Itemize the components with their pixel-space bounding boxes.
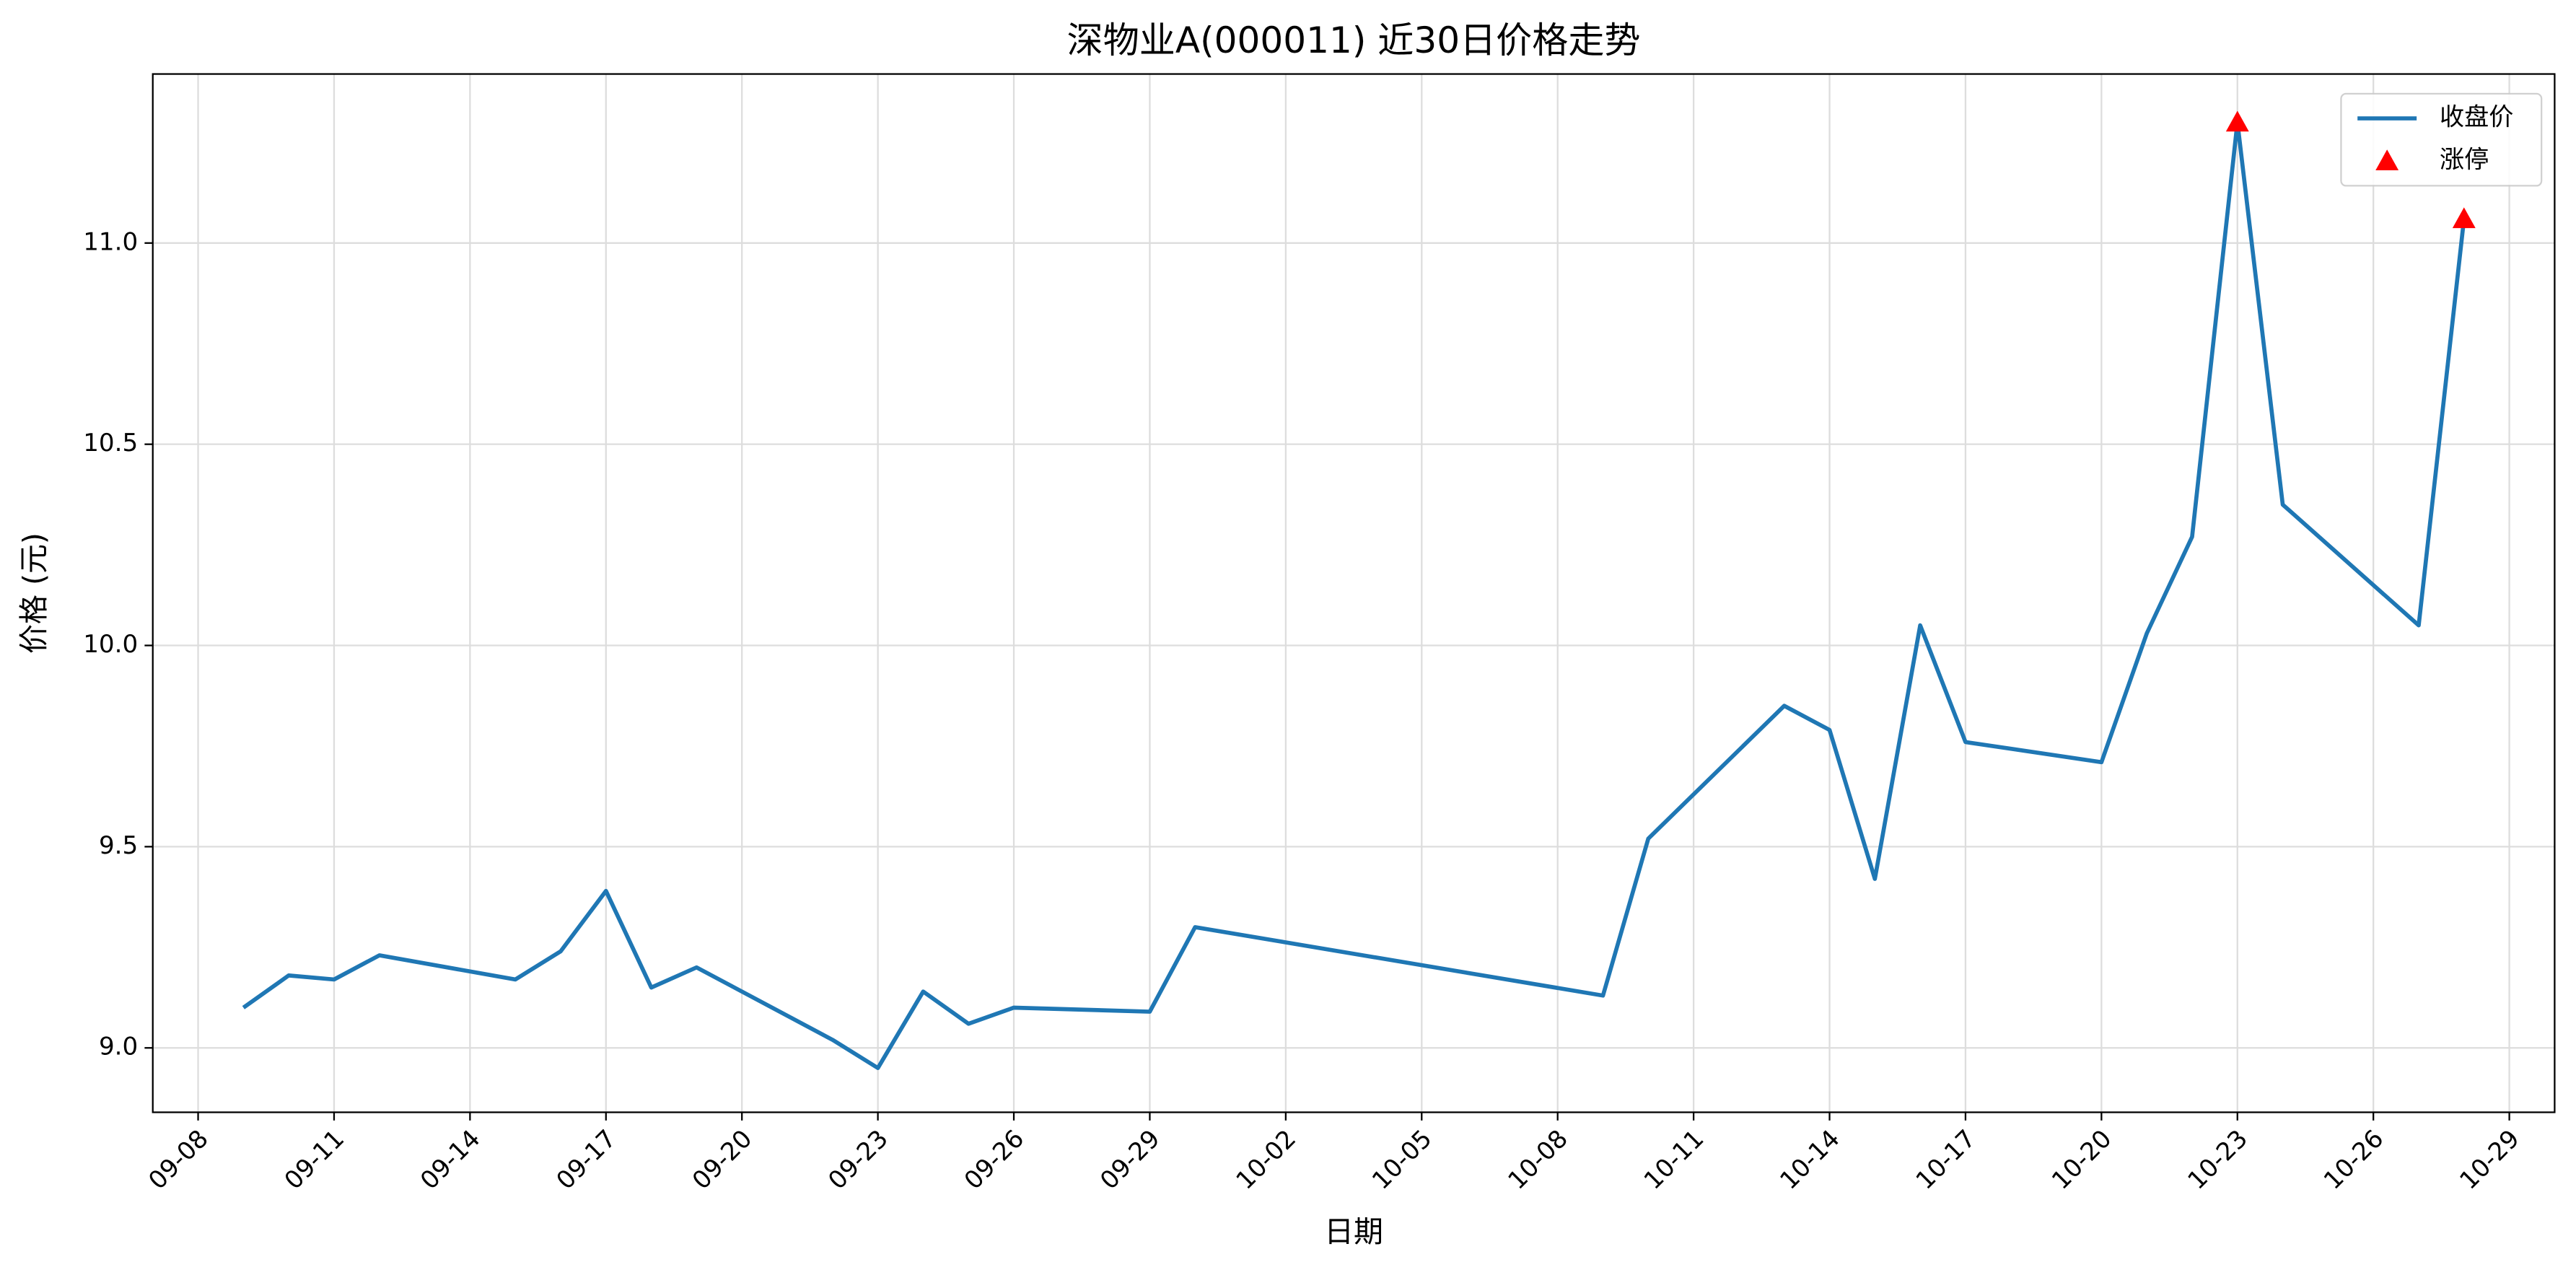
y-tick-label: 9.0 — [99, 1033, 138, 1061]
y-tick-label: 9.5 — [99, 831, 138, 860]
price-line — [242, 120, 2466, 1070]
x-axis-label: 日期 — [1324, 1214, 1383, 1249]
y-tick-label: 11.0 — [83, 227, 138, 256]
limit-up-marker — [2452, 207, 2476, 229]
y-tick-label: 10.5 — [83, 429, 138, 457]
y-axis-label: 价格 (元) — [17, 533, 51, 654]
limit-up-marker — [2225, 110, 2249, 132]
chart-title: 深物业A(000011) 近30日价格走势 — [1067, 19, 1641, 61]
plot-frame — [152, 73, 2556, 1113]
y-tick-label: 10.0 — [83, 630, 138, 659]
legend-swatch — [2375, 149, 2399, 170]
legend-label: 收盘价 — [2440, 103, 2513, 132]
legend-label: 涨停 — [2440, 146, 2489, 175]
